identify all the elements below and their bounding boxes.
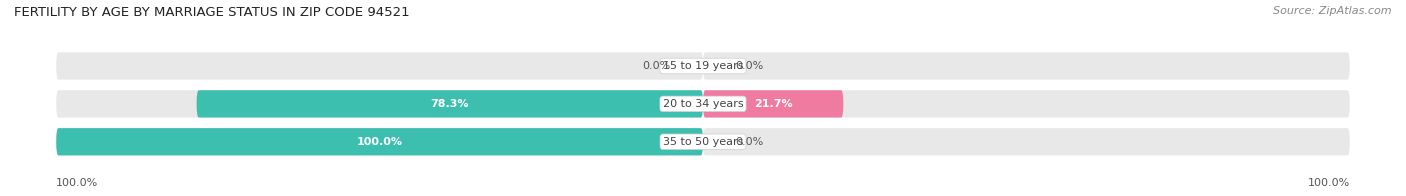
Text: FERTILITY BY AGE BY MARRIAGE STATUS IN ZIP CODE 94521: FERTILITY BY AGE BY MARRIAGE STATUS IN Z… xyxy=(14,6,409,19)
FancyBboxPatch shape xyxy=(56,52,703,80)
FancyBboxPatch shape xyxy=(703,52,1350,80)
Text: 78.3%: 78.3% xyxy=(430,99,470,109)
FancyBboxPatch shape xyxy=(703,90,1350,118)
Text: 100.0%: 100.0% xyxy=(56,178,98,188)
FancyBboxPatch shape xyxy=(197,90,703,118)
FancyBboxPatch shape xyxy=(56,128,703,155)
Text: 100.0%: 100.0% xyxy=(357,137,402,147)
Text: 21.7%: 21.7% xyxy=(754,99,793,109)
Text: 20 to 34 years: 20 to 34 years xyxy=(662,99,744,109)
Text: 100.0%: 100.0% xyxy=(1308,178,1350,188)
Text: 35 to 50 years: 35 to 50 years xyxy=(662,137,744,147)
Text: 0.0%: 0.0% xyxy=(735,137,763,147)
FancyBboxPatch shape xyxy=(56,128,703,155)
Text: 0.0%: 0.0% xyxy=(735,61,763,71)
Text: 0.0%: 0.0% xyxy=(643,61,671,71)
Text: 15 to 19 years: 15 to 19 years xyxy=(662,61,744,71)
FancyBboxPatch shape xyxy=(703,90,844,118)
FancyBboxPatch shape xyxy=(56,90,703,118)
Text: Source: ZipAtlas.com: Source: ZipAtlas.com xyxy=(1274,6,1392,16)
FancyBboxPatch shape xyxy=(703,128,1350,155)
